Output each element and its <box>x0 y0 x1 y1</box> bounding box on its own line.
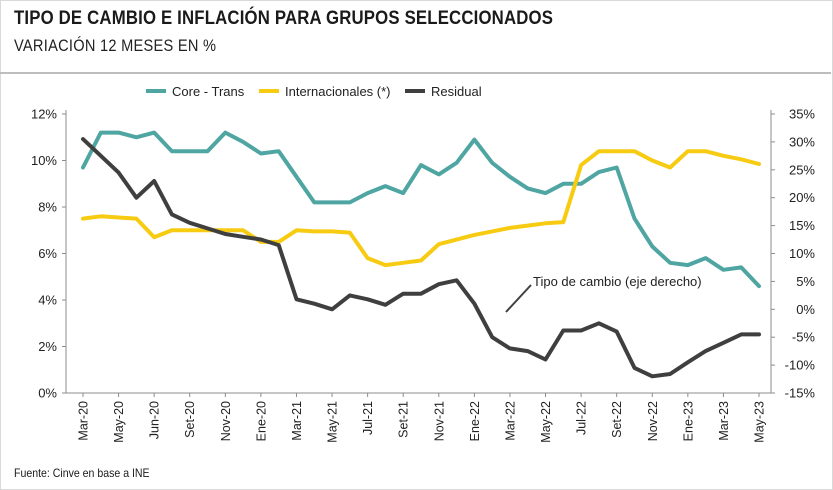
right-tick-label: 5% <box>796 274 815 289</box>
right-tick-label: 10% <box>789 246 815 261</box>
right-tick-label: -15% <box>785 386 816 401</box>
chart-subtitle: VARIACIÓN 12 MESES EN % <box>14 36 217 55</box>
series-line-residual <box>81 137 761 379</box>
x-tick-label: Set-22 <box>610 401 624 438</box>
right-axis: -15% -10% -5% 0% 5% 10% 15% 20% 25% 30% 35% <box>770 107 816 401</box>
legend: Core - Trans Internacionales (*) Residual <box>146 84 482 99</box>
right-tick-label: 25% <box>789 162 815 177</box>
x-tick-label: Nov-21 <box>432 401 446 441</box>
right-tick-label: 20% <box>789 190 815 205</box>
x-tick-label: May-20 <box>112 401 126 443</box>
x-tick-label: Ene-23 <box>681 401 695 441</box>
x-tick-label: Mar-22 <box>503 401 517 441</box>
x-tick-label: May-21 <box>326 401 340 443</box>
x-tick-label: Jul-22 <box>575 401 589 435</box>
legend-label-internacionales: Internacionales (*) <box>285 84 391 99</box>
source-note: Fuente: Cinve en base a INE <box>14 466 150 480</box>
left-tick-label: 6% <box>38 246 57 261</box>
x-tick-label: May-23 <box>753 401 767 443</box>
left-tick-label: 12% <box>31 107 57 122</box>
right-tick-label: 0% <box>796 302 815 317</box>
series-lines <box>81 130 761 379</box>
title-divider <box>0 72 831 74</box>
x-tick-label: Nov-20 <box>219 401 233 441</box>
right-tick-label: 15% <box>789 218 815 233</box>
legend-label-core-trans: Core - Trans <box>172 84 245 99</box>
x-tick-label: Jun-20 <box>148 401 162 439</box>
left-tick-label: 2% <box>38 339 57 354</box>
x-tick-label: Nov-22 <box>646 401 660 441</box>
x-tick-label: Ene-22 <box>468 401 482 441</box>
right-tick-label: -5% <box>792 330 816 345</box>
chart-title: TIPO DE CAMBIO E INFLACIÓN PARA GRUPOS S… <box>14 7 554 29</box>
left-axis: 0% 2% 4% 6% 8% 10% 12% <box>31 107 67 401</box>
right-tick-label: 30% <box>789 134 815 149</box>
annotation-leader-line <box>505 284 532 313</box>
x-tick-label: Mar-23 <box>717 401 731 441</box>
x-tick-label: May-22 <box>539 401 553 443</box>
left-tick-label: 4% <box>38 293 57 308</box>
left-tick-label: 0% <box>38 386 57 401</box>
legend-label-residual: Residual <box>431 84 482 99</box>
annotation-label: Tipo de cambio (eje derecho) <box>533 274 702 289</box>
x-tick-label: Ene-20 <box>254 401 268 441</box>
annotation: Tipo de cambio (eje derecho) <box>505 274 702 313</box>
right-tick-label: -10% <box>785 358 816 373</box>
x-axis: Mar-20 May-20 Jun-20 Set-20 Nov-20 Ene-20 Mar-… <box>66 392 771 443</box>
x-tick-label: Jul-21 <box>361 401 375 435</box>
x-tick-label: Set-21 <box>397 401 411 438</box>
left-tick-label: 10% <box>31 153 57 168</box>
left-tick-label: 8% <box>38 200 57 215</box>
series-line-core-trans <box>81 130 761 289</box>
x-tick-label: Mar-20 <box>77 401 91 441</box>
right-tick-label: 35% <box>789 107 815 122</box>
x-tick-label: Mar-21 <box>290 401 304 441</box>
x-tick-label: Set-20 <box>183 401 197 438</box>
